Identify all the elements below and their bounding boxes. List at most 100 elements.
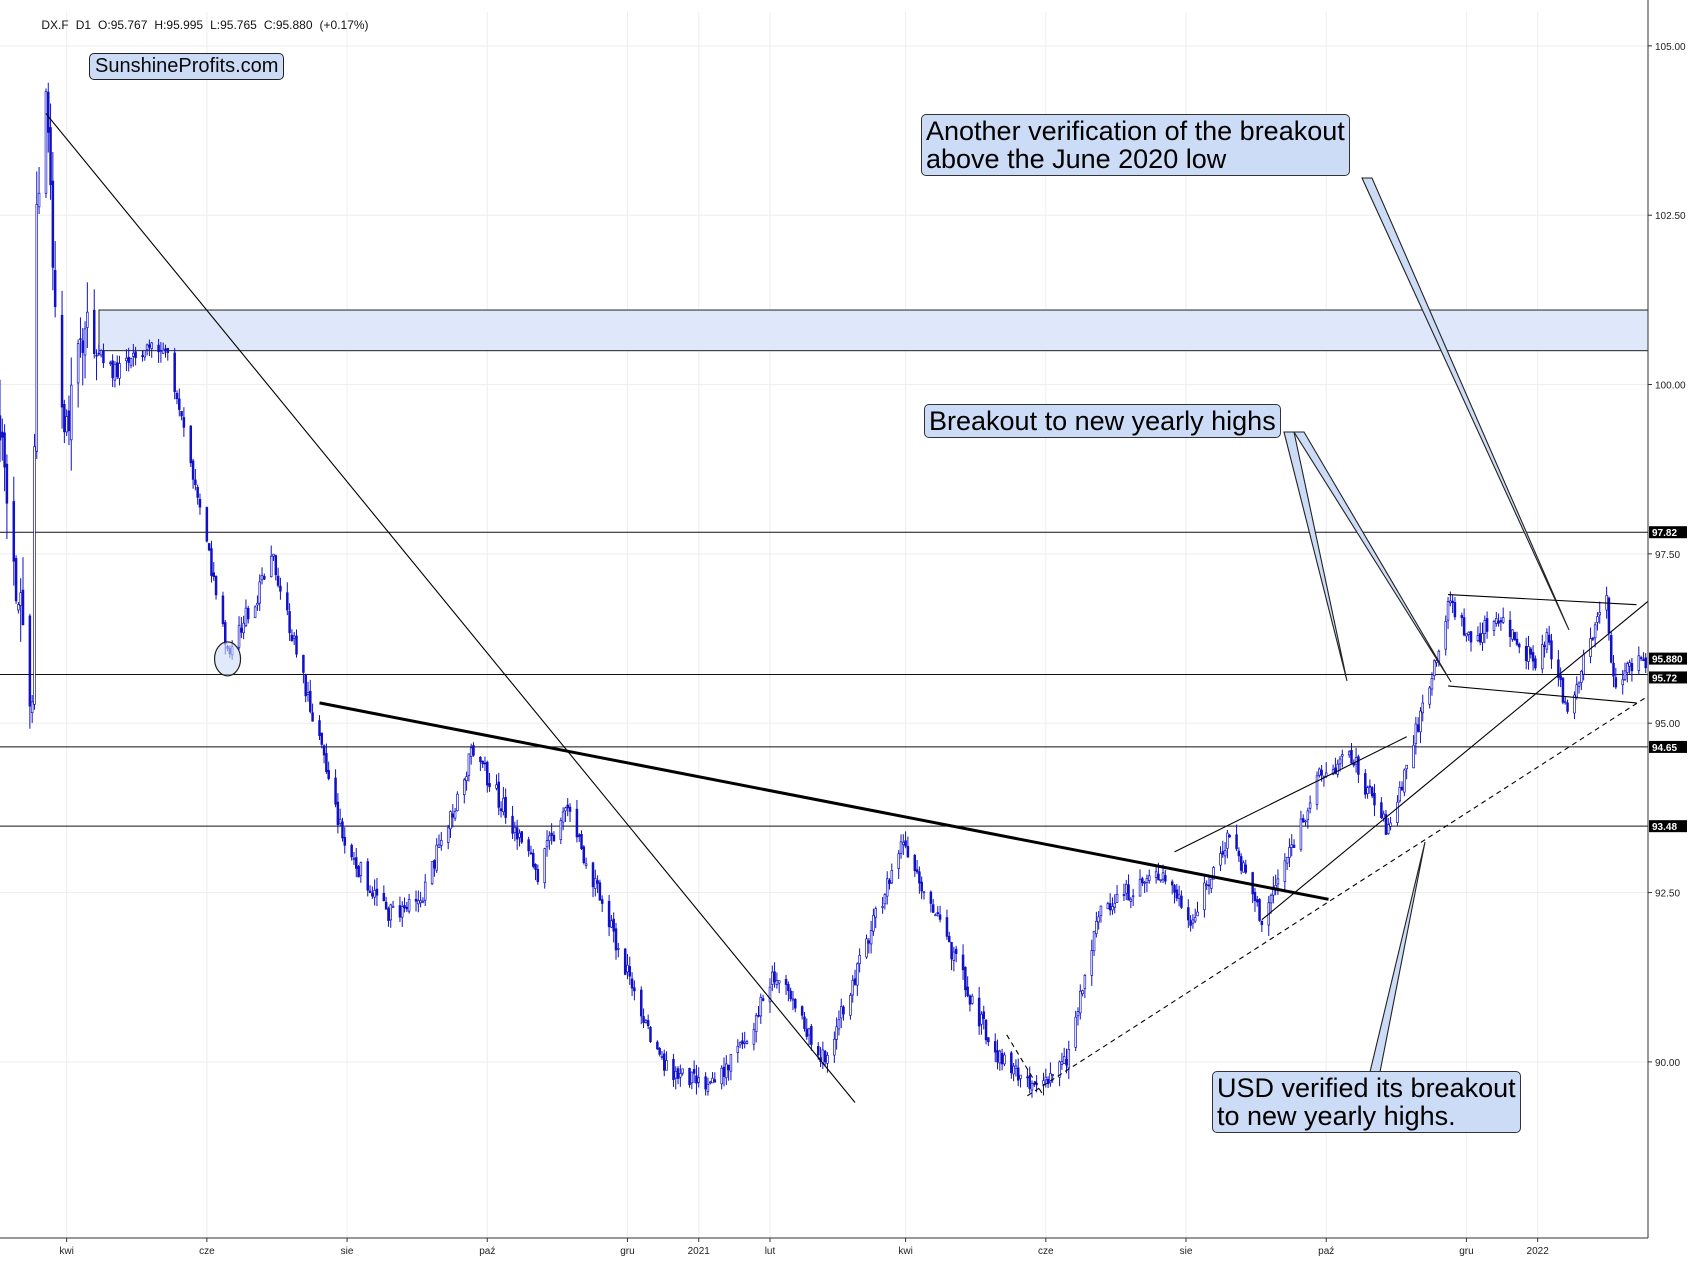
candle-body: [706, 1083, 710, 1092]
candle-body: [504, 796, 507, 818]
candle-body: [1060, 1061, 1064, 1065]
candle-body: [1175, 889, 1179, 899]
candle-body: [743, 1041, 746, 1044]
candle-body: [867, 940, 871, 944]
candle-body: [269, 555, 273, 578]
candle-body: [584, 863, 588, 866]
candle-body: [1387, 824, 1390, 834]
candle-body: [752, 1029, 756, 1045]
candle-body: [1580, 670, 1583, 684]
candle-body: [996, 1050, 999, 1063]
candle-body: [817, 1046, 820, 1056]
candle-body: [1076, 1011, 1080, 1017]
candle-body: [1368, 785, 1372, 788]
candle-body: [931, 904, 935, 913]
candle-body: [1628, 662, 1631, 667]
candle-body: [387, 908, 390, 921]
price-level-tag: [1649, 820, 1687, 833]
candle-body: [807, 1028, 811, 1036]
candle-body: [1095, 920, 1098, 935]
candle-body: [948, 935, 951, 943]
candle-body: [306, 692, 310, 695]
trendline-dashed: [1006, 1034, 1044, 1097]
candle-body: [591, 862, 595, 888]
candle-body: [984, 1019, 988, 1041]
candle-body: [1384, 814, 1388, 835]
candle-body: [1226, 832, 1229, 849]
candle-body: [690, 1071, 694, 1084]
candle-body: [982, 1011, 985, 1019]
candle-body: [1258, 899, 1261, 921]
candle-body: [157, 344, 160, 353]
candle-body: [1228, 835, 1231, 838]
price-level-label: 94.65: [1652, 743, 1677, 754]
candle-body: [1593, 624, 1597, 639]
candle-body: [1320, 769, 1323, 776]
candle-body: [382, 892, 386, 902]
candle-body: [405, 906, 409, 910]
candle-body: [449, 811, 452, 830]
candle-body: [240, 627, 243, 633]
candle-body: [1124, 883, 1128, 894]
candle-body: [143, 350, 147, 358]
candle-body: [359, 862, 363, 876]
candle-body: [1347, 751, 1351, 756]
price-level-tag: [1649, 526, 1687, 539]
candle-body: [258, 581, 261, 604]
candle-body: [745, 1041, 749, 1044]
x-tick-label: sie: [341, 1246, 354, 1257]
candle-body: [118, 363, 121, 379]
candle-body: [414, 898, 418, 902]
candle-body: [513, 826, 517, 833]
candle-body: [1092, 930, 1096, 952]
candle-body: [1591, 637, 1595, 640]
candle-body: [977, 997, 981, 1027]
candle-body: [51, 180, 55, 268]
candle-body: [1044, 1076, 1048, 1081]
candle-body: [292, 635, 296, 639]
candle-body: [274, 555, 278, 576]
candle-body: [1380, 802, 1383, 818]
candle-body: [1499, 620, 1503, 623]
candle-body: [371, 892, 374, 897]
candle-body: [290, 634, 294, 642]
watermark-logo: SunshineProfits.com: [89, 53, 285, 80]
candle-body: [759, 996, 763, 1017]
candle-body: [681, 1068, 684, 1074]
candle-body: [1543, 645, 1546, 647]
candle-body: [207, 543, 211, 551]
candle-body: [180, 411, 183, 417]
candle-body: [720, 1067, 723, 1085]
candle-body: [575, 808, 579, 838]
candle-body: [1164, 875, 1167, 882]
candle-body: [787, 984, 790, 991]
candle-body: [221, 595, 225, 625]
candle-body: [663, 1053, 666, 1071]
candle-body: [21, 589, 25, 626]
candle-body: [561, 811, 565, 823]
candle-body: [899, 841, 903, 854]
candle-body: [902, 841, 905, 846]
candle-body: [1416, 724, 1420, 732]
candle-body: [1432, 660, 1436, 676]
candle-body: [33, 446, 36, 705]
x-tick-label: gru: [620, 1246, 634, 1257]
candle-body: [1147, 875, 1151, 881]
candle-body: [1058, 1061, 1061, 1078]
candle-body: [127, 356, 130, 363]
candle-body: [1529, 648, 1533, 655]
annotation-verification: Another verification of the breakout abo…: [921, 114, 1350, 176]
candle-body: [1157, 873, 1160, 881]
candle-body: [417, 900, 420, 905]
candle-body: [30, 701, 34, 714]
candle-body: [191, 460, 195, 480]
candle-body: [341, 821, 344, 839]
candle-body: [536, 869, 540, 882]
candle-body: [564, 807, 567, 812]
x-tick-label: sie: [1180, 1246, 1193, 1257]
candle-body: [851, 979, 854, 996]
price-level-tag: [1649, 652, 1687, 665]
candle-body: [1187, 907, 1190, 921]
candle-body: [741, 1040, 744, 1045]
candle-body: [246, 608, 250, 620]
